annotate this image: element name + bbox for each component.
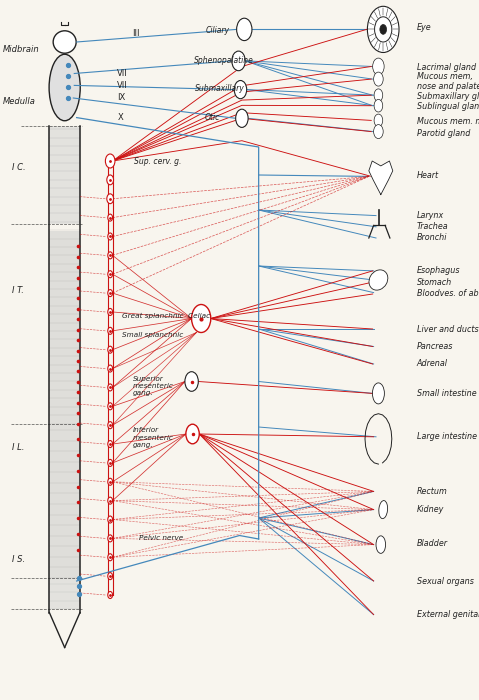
Circle shape (108, 346, 113, 354)
Text: Bronchi: Bronchi (417, 234, 447, 242)
Circle shape (108, 421, 113, 428)
Ellipse shape (376, 536, 386, 553)
Text: IX: IX (117, 94, 125, 102)
Text: Sublingual gland: Sublingual gland (417, 102, 479, 111)
Text: Otic: Otic (205, 113, 220, 122)
Circle shape (108, 233, 113, 240)
Circle shape (108, 309, 113, 316)
Text: I T.: I T. (12, 286, 24, 295)
Text: Adrenal: Adrenal (417, 360, 448, 368)
Circle shape (380, 25, 387, 34)
Ellipse shape (369, 270, 388, 290)
Text: Mucous mem,
nose and palate: Mucous mem, nose and palate (417, 71, 479, 91)
Circle shape (108, 271, 113, 278)
Text: Rectum: Rectum (417, 487, 447, 496)
FancyBboxPatch shape (49, 231, 80, 424)
Text: VII: VII (117, 81, 128, 90)
Text: Liver and ducts: Liver and ducts (417, 325, 479, 333)
Circle shape (375, 17, 392, 42)
Circle shape (374, 89, 383, 102)
Circle shape (108, 497, 113, 504)
Text: Superior
mesenteric
gang.: Superior mesenteric gang. (133, 377, 174, 396)
Text: I S.: I S. (12, 556, 25, 564)
Circle shape (186, 424, 199, 444)
Circle shape (192, 304, 211, 332)
Circle shape (185, 372, 198, 391)
Circle shape (108, 440, 113, 447)
Text: Sexual organs: Sexual organs (417, 577, 474, 585)
Text: Small splanchnic: Small splanchnic (122, 332, 183, 337)
Circle shape (236, 109, 248, 127)
Text: Eye: Eye (417, 24, 432, 32)
Text: Great splanchnic  Celiac: Great splanchnic Celiac (122, 314, 210, 319)
Text: Bladder: Bladder (417, 539, 448, 547)
Text: Heart: Heart (417, 171, 439, 179)
Text: Submaxillary gland: Submaxillary gland (417, 92, 479, 101)
Text: VII: VII (117, 69, 128, 78)
Circle shape (108, 459, 113, 466)
Text: X: X (117, 113, 123, 122)
Ellipse shape (53, 31, 76, 53)
Circle shape (105, 154, 115, 168)
FancyBboxPatch shape (49, 126, 80, 224)
Circle shape (108, 384, 113, 391)
Text: Trachea: Trachea (417, 223, 448, 231)
Circle shape (374, 114, 383, 127)
Text: Kidney: Kidney (417, 505, 444, 514)
Text: Medulla: Medulla (2, 97, 35, 106)
Circle shape (374, 99, 383, 112)
Ellipse shape (373, 383, 384, 404)
Circle shape (373, 58, 384, 75)
Circle shape (108, 478, 113, 485)
Text: Mucous mem. mouth: Mucous mem. mouth (417, 118, 479, 126)
Polygon shape (369, 161, 393, 195)
Ellipse shape (49, 55, 80, 120)
Text: I L.: I L. (12, 444, 24, 452)
Text: III: III (132, 29, 139, 38)
Text: Bloodves. of abd.: Bloodves. of abd. (417, 290, 479, 298)
Circle shape (108, 252, 113, 259)
FancyBboxPatch shape (49, 578, 80, 609)
Circle shape (108, 402, 113, 409)
Circle shape (108, 592, 113, 598)
Circle shape (108, 365, 113, 372)
Circle shape (234, 80, 247, 99)
Text: Large intestine: Large intestine (417, 433, 477, 441)
Text: Larynx: Larynx (417, 211, 444, 220)
FancyBboxPatch shape (49, 424, 80, 578)
Circle shape (108, 290, 113, 297)
Text: Pancreas: Pancreas (417, 342, 453, 351)
Circle shape (232, 51, 245, 71)
Text: Pelvic nerve: Pelvic nerve (139, 535, 183, 540)
Circle shape (237, 18, 252, 41)
Circle shape (374, 125, 383, 139)
Circle shape (374, 72, 383, 86)
Circle shape (108, 328, 113, 335)
Text: Midbrain: Midbrain (2, 45, 39, 53)
Ellipse shape (379, 500, 388, 519)
Text: Submaxillary: Submaxillary (195, 85, 245, 93)
Circle shape (367, 6, 399, 52)
Text: Inferior
mesenteric
gang.: Inferior mesenteric gang. (133, 428, 174, 447)
Circle shape (108, 516, 113, 523)
Text: External genitalia: External genitalia (417, 610, 479, 619)
Circle shape (107, 194, 114, 204)
Text: Small intestine: Small intestine (417, 389, 476, 398)
Text: Parotid gland: Parotid gland (417, 129, 470, 137)
Circle shape (108, 554, 113, 561)
Text: Esophagus: Esophagus (417, 267, 460, 275)
Text: Ciliary: Ciliary (206, 26, 230, 34)
Text: Sup. cerv. g.: Sup. cerv. g. (134, 157, 182, 165)
Text: I C.: I C. (12, 164, 25, 172)
Circle shape (107, 175, 114, 185)
Circle shape (108, 535, 113, 542)
Circle shape (108, 573, 113, 580)
Text: Stomach: Stomach (417, 278, 452, 286)
Text: Sphenopalatine: Sphenopalatine (194, 57, 254, 65)
Circle shape (108, 214, 113, 221)
Text: Lacrimal gland: Lacrimal gland (417, 64, 476, 72)
